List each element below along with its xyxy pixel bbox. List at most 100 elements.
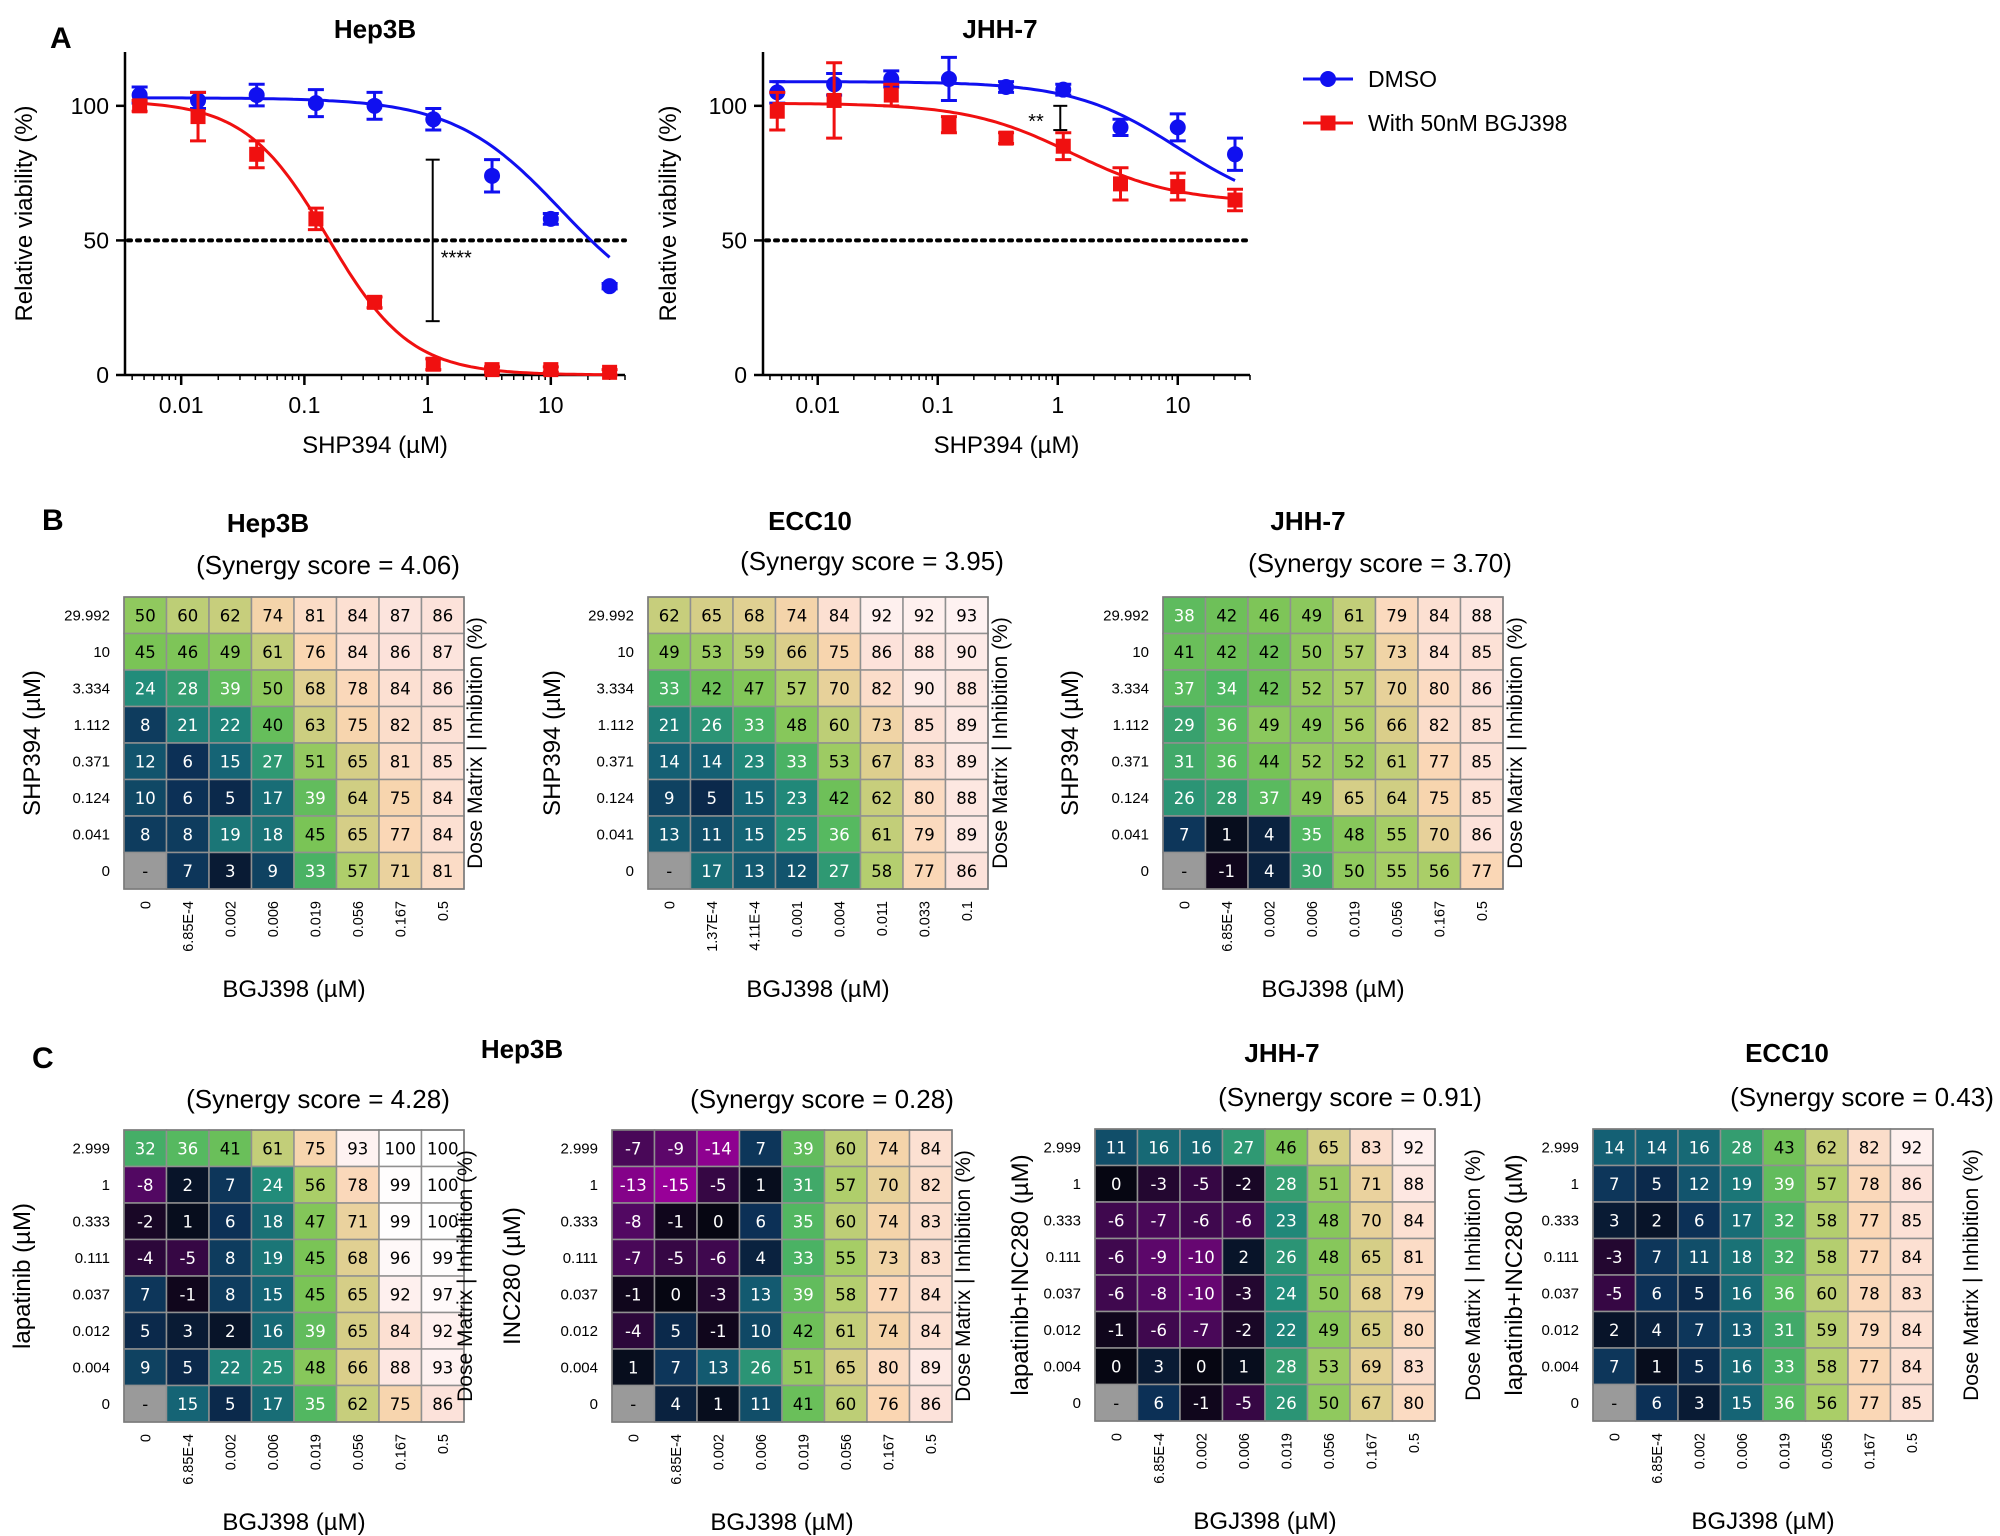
x-axis-label: BGJ398 (µM) — [222, 1509, 365, 1536]
cell-value: 6 — [756, 1212, 767, 1231]
cell-value: 53 — [1318, 1357, 1339, 1376]
cell-value: - — [142, 1395, 148, 1414]
cell-value: - — [630, 1395, 636, 1414]
heatmap-title: JHH-7 — [1270, 506, 1345, 536]
cell-value: 16 — [1731, 1357, 1752, 1376]
cell-value: 75 — [347, 716, 368, 735]
cell-value: 77 — [1859, 1394, 1880, 1413]
cell-value: 63 — [305, 716, 326, 735]
cell-value: 25 — [262, 1358, 283, 1377]
cell-value: 61 — [871, 825, 892, 844]
cell-value: 45 — [305, 1249, 326, 1268]
heatmap-subtitle: (Synergy score = 0.43) — [1730, 1082, 1994, 1112]
cell-value: 75 — [390, 789, 411, 808]
cell-value: 23 — [744, 752, 765, 771]
data-point — [1112, 119, 1129, 136]
heatmap-cell — [611, 1202, 656, 1241]
cell-value: 77 — [1859, 1211, 1880, 1230]
heatmap-cell — [165, 778, 210, 817]
heatmap-cell — [1719, 1383, 1764, 1422]
cell-value: 28 — [1731, 1138, 1752, 1157]
x-tick-label: 0.002 — [223, 1434, 239, 1470]
heatmap-cell — [250, 778, 295, 817]
y-tick-label: 0 — [1571, 1395, 1579, 1412]
panel-letter-A: A — [50, 22, 72, 55]
heatmap-cell — [908, 1129, 953, 1168]
y-tick-label: 0.111 — [1544, 1249, 1579, 1266]
x-tick-label: 0.056 — [351, 1434, 367, 1470]
cell-value: 85 — [1471, 716, 1492, 735]
cell-value: 51 — [1318, 1175, 1339, 1194]
cell-value: 57 — [1816, 1175, 1837, 1194]
x-tick-label: 1 — [421, 392, 434, 418]
cell-value: 5 — [183, 1358, 194, 1377]
cell-value: 1 — [1239, 1357, 1250, 1376]
cell-value: 36 — [1216, 716, 1237, 735]
legend-marker — [1320, 71, 1336, 87]
heatmap-cell — [165, 632, 210, 671]
heatmap-cell — [208, 1275, 253, 1314]
heatmap-cell — [1289, 705, 1334, 744]
heatmap-cell — [944, 705, 989, 744]
cell-value: 33 — [744, 716, 765, 735]
heatmap-cell — [781, 1129, 826, 1168]
y-tick-label: 0.012 — [72, 1323, 110, 1340]
y-axis-label: lapatinib+INC280 (µM) — [1007, 1154, 1034, 1395]
heatmap-cell — [1677, 1201, 1722, 1240]
cell-value: 1 — [183, 1212, 194, 1231]
cell-value: 68 — [305, 679, 326, 698]
cell-value: 92 — [914, 606, 935, 625]
heatmap-cell — [866, 1202, 911, 1241]
heatmap-cell — [1634, 1164, 1679, 1203]
cell-value: 23 — [786, 789, 807, 808]
cell-value: 81 — [1403, 1248, 1424, 1267]
y-tick-label: 2.999 — [560, 1140, 598, 1157]
cell-value: 7 — [225, 1176, 236, 1195]
cell-value: 44 — [1259, 752, 1280, 771]
cell-value: 84 — [920, 1322, 941, 1341]
cell-value: 50 — [135, 606, 156, 625]
cell-value: 86 — [432, 679, 453, 698]
cell-value: 29 — [1174, 716, 1195, 735]
cell-value: 55 — [1386, 862, 1407, 881]
heatmap-cell — [653, 1275, 698, 1314]
cell-value: 0 — [713, 1212, 724, 1231]
heatmap-cell — [1634, 1128, 1679, 1167]
y-tick-label: 29.992 — [588, 607, 634, 624]
cell-value: 89 — [920, 1358, 941, 1377]
heatmap-cell — [420, 815, 465, 854]
x-tick-label: 0.002 — [1692, 1433, 1708, 1469]
heatmap-cell — [420, 1311, 465, 1350]
x-tick-label: 0.006 — [1305, 901, 1321, 937]
x-axis-label: BGJ398 (µM) — [1261, 976, 1404, 1003]
cell-value: 6 — [225, 1212, 236, 1231]
cell-value: 86 — [920, 1395, 941, 1414]
cell-value: -6 — [1236, 1211, 1252, 1230]
cell-value: 83 — [920, 1249, 941, 1268]
cell-value: 78 — [1859, 1175, 1880, 1194]
cell-value: 39 — [305, 1322, 326, 1341]
heatmap-cell — [1349, 1164, 1394, 1203]
cell-value: - — [666, 862, 672, 881]
data-point — [425, 111, 442, 128]
cell-value: 62 — [871, 789, 892, 808]
cell-value: 2 — [183, 1176, 194, 1195]
cell-value: 32 — [135, 1139, 156, 1158]
cell-value: 7 — [1652, 1248, 1663, 1267]
y-tick-label: 0.037 — [1043, 1285, 1081, 1302]
cell-value: -5 — [668, 1249, 684, 1268]
heatmap-cell — [1332, 632, 1377, 671]
cell-value: 84 — [920, 1139, 941, 1158]
cell-value: 83 — [1403, 1357, 1424, 1376]
cell-value: 5 — [225, 1395, 236, 1414]
heatmap-cell — [1889, 1383, 1934, 1422]
cell-value: -3 — [710, 1285, 726, 1304]
cell-value: 33 — [786, 752, 807, 771]
cell-value: 90 — [914, 679, 935, 698]
cell-value: 2 — [1609, 1321, 1620, 1340]
cell-value: 35 — [793, 1212, 814, 1231]
heatmap-cell — [1162, 632, 1207, 671]
cell-value: 78 — [1859, 1284, 1880, 1303]
heatmap-cell — [1804, 1383, 1849, 1422]
cell-value: 92 — [390, 1285, 411, 1304]
